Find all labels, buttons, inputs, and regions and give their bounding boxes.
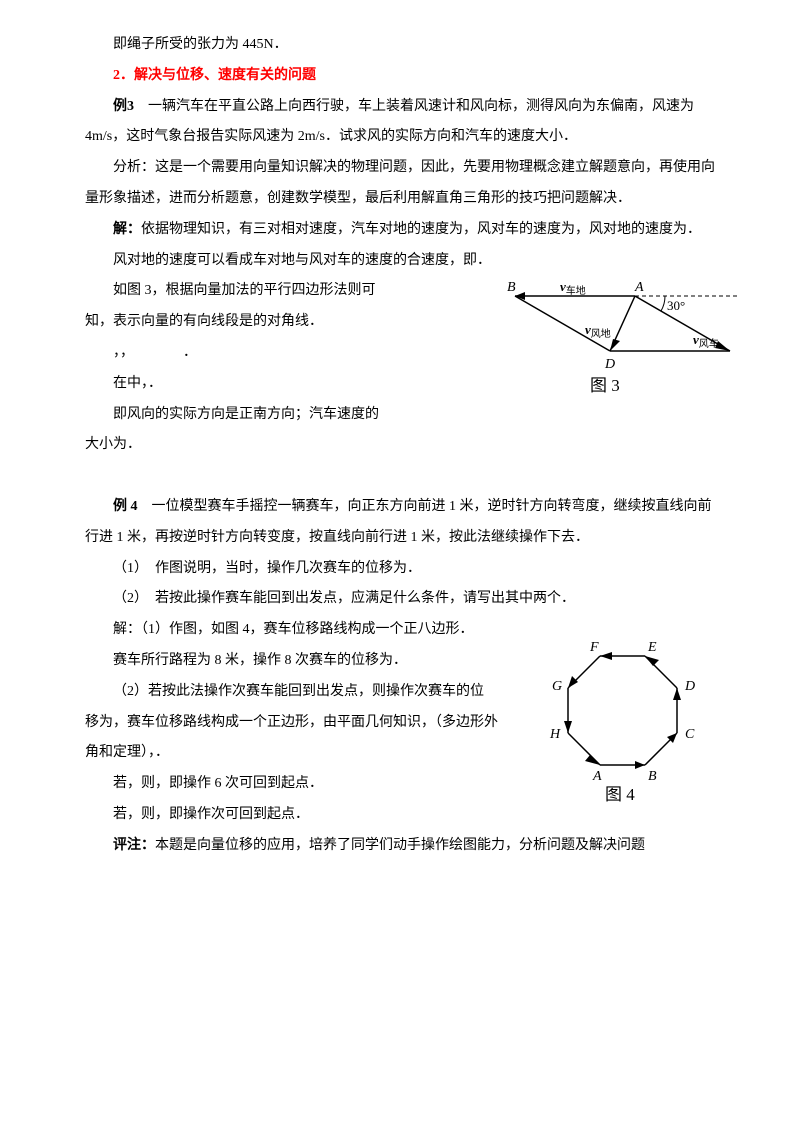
svg-text:G: G	[552, 679, 562, 694]
svg-text:A: A	[592, 769, 602, 784]
svg-text:30°: 30°	[667, 298, 685, 313]
paragraph: 如图 3，根据向量加法的平行四边形法则可	[85, 276, 425, 307]
paragraph: 即绳子所受的张力为 445N．	[85, 30, 715, 61]
note-text: 本题是向量位移的应用，培养了同学们动手操作绘图能力，分析问题及解决问题	[155, 838, 645, 853]
example-label: 例 4	[113, 499, 138, 514]
svg-text:图 4: 图 4	[605, 785, 635, 804]
solution-text: 依据物理知识，有三对相对速度，汽车对地的速度为，风对车的速度为，风对地的速度为．	[141, 222, 701, 237]
svg-text:图 3: 图 3	[590, 376, 620, 395]
example-label: 例3	[113, 99, 134, 114]
paragraph: 即风向的实际方向是正南方向；汽车速度的	[85, 400, 425, 431]
paragraph: 知，表示向量的有向线段是的对角线．	[85, 307, 425, 338]
figure-4: A B C D E F G H 图 4	[545, 615, 725, 805]
svg-text:A: A	[634, 280, 644, 295]
figure-3: B A D v车地 v风地 v风车 30° 图 3	[485, 276, 745, 416]
svg-text:C: C	[685, 727, 695, 742]
svg-text:E: E	[647, 640, 657, 655]
paragraph: （2）若按此法操作次赛车能回到出发点，则操作次赛车的位	[85, 677, 505, 708]
paragraph: 赛车所行路程为 8 米，操作 8 次赛车的位移为．	[85, 646, 505, 677]
svg-text:B: B	[507, 280, 516, 295]
paragraph: 移为，赛车位移路线构成一个正边形，由平面几何知识，（多边形外	[85, 708, 505, 739]
svg-text:F: F	[589, 640, 599, 655]
svg-text:D: D	[684, 679, 695, 694]
example-text: 一辆汽车在平直公路上向西行驶，车上装着风速计和风向标，测得风向为东偏南，风速为 …	[85, 99, 694, 145]
svg-text:D: D	[604, 357, 615, 372]
paragraph: 角和定理），．	[85, 738, 505, 769]
solution-label: 解：	[113, 222, 141, 237]
paragraph: ，， ．	[85, 338, 425, 369]
paragraph	[85, 461, 715, 492]
example-4: 例 4 一位模型赛车手摇控一辆赛车，向正东方向前进 1 米，逆时针方向转弯度，继…	[85, 492, 715, 554]
paragraph: 大小为．	[85, 430, 715, 461]
note: 评注：本题是向量位移的应用，培养了同学们动手操作绘图能力，分析问题及解决问题	[85, 831, 715, 862]
question-2: （2） 若按此操作赛车能回到出发点，应满足什么条件，请写出其中两个．	[85, 584, 715, 615]
svg-text:H: H	[549, 727, 561, 742]
paragraph: 风对地的速度可以看成车对地与风对车的速度的合速度，即．	[85, 246, 715, 277]
example-3: 例3 一辆汽车在平直公路上向西行驶，车上装着风速计和风向标，测得风向为东偏南，风…	[85, 92, 715, 154]
svg-text:B: B	[648, 769, 657, 784]
svg-text:v风车: v风车	[693, 332, 719, 350]
svg-text:v风地: v风地	[585, 322, 611, 340]
question-1: （1） 作图说明，当时，操作几次赛车的位移为．	[85, 554, 715, 585]
solution: 解：依据物理知识，有三对相对速度，汽车对地的速度为，风对车的速度为，风对地的速度…	[85, 215, 715, 246]
note-label: 评注：	[113, 838, 155, 853]
svg-text:v车地: v车地	[560, 279, 586, 297]
example-text: 一位模型赛车手摇控一辆赛车，向正东方向前进 1 米，逆时针方向转弯度，继续按直线…	[85, 499, 712, 545]
analysis: 分析：这是一个需要用向量知识解决的物理问题，因此，先要用物理概念建立解题意向，再…	[85, 153, 715, 215]
section-title: 2．解决与位移、速度有关的问题	[85, 61, 715, 92]
solution: 解：（1）作图，如图 4，赛车位移路线构成一个正八边形．	[85, 615, 505, 646]
paragraph: 在中，．	[85, 369, 425, 400]
